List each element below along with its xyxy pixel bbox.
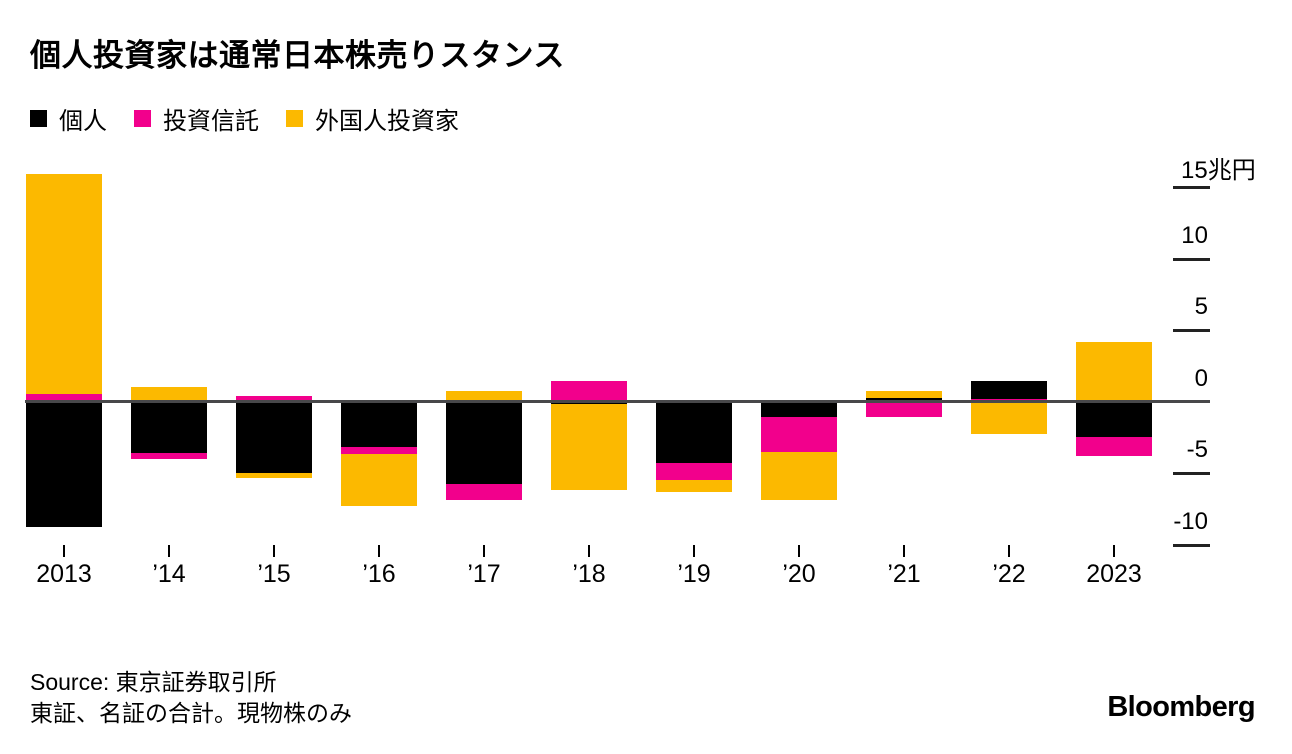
- bar-’17-individual: [446, 401, 522, 485]
- x-tick-’20: [798, 545, 800, 557]
- bar-’15-trusts: [236, 395, 312, 402]
- legend-swatch-trusts: [134, 110, 151, 127]
- bar-’20-trusts: [761, 417, 837, 452]
- source-line-2: 東証、名証の合計。現物株のみ: [30, 700, 352, 726]
- legend-label-foreign: 外国人投資家: [315, 108, 459, 135]
- bar-’19-trusts: [656, 462, 732, 481]
- y-tick--5: [1173, 472, 1210, 475]
- chart-title: 個人投資家は通常日本株売りスタンス: [30, 38, 565, 73]
- bar-’16-trusts: [341, 447, 417, 454]
- bar-’21-individual: [866, 397, 942, 402]
- legend-item-foreign: 外国人投資家: [286, 101, 459, 136]
- bar-2023-foreign: [1076, 342, 1152, 402]
- bar-’22-foreign: [971, 401, 1047, 434]
- bar-’18-trusts: [551, 381, 627, 402]
- x-axis-label-’20: ’20: [782, 560, 816, 588]
- bar-’20-individual: [761, 401, 837, 418]
- bar-’18-foreign: [551, 404, 627, 491]
- bar-’15-foreign: [236, 473, 312, 478]
- bar-’16-foreign: [341, 453, 417, 506]
- x-tick-’22: [1008, 545, 1010, 557]
- bar-2023-individual: [1076, 401, 1152, 438]
- y-tick-10: [1173, 257, 1210, 261]
- bar-’20-foreign: [761, 451, 837, 501]
- bar-2013-foreign: [26, 174, 102, 395]
- x-tick-’16: [378, 545, 380, 557]
- bar-2013-trusts: [26, 394, 102, 402]
- bar-’19-foreign: [656, 480, 732, 492]
- bar-’21-trusts: [866, 401, 942, 417]
- x-axis-label-’15: ’15: [257, 560, 291, 588]
- bloomberg-logo: Bloomberg: [1107, 691, 1255, 723]
- x-axis-label-’17: ’17: [467, 560, 501, 588]
- zero-axis-line: [25, 400, 1210, 403]
- x-axis-label-’16: ’16: [362, 560, 396, 588]
- chart-legend: 個人 投資信託 外国人投資家: [30, 101, 459, 136]
- bar-’14-trusts: [131, 452, 207, 459]
- bar-’19-individual: [656, 401, 732, 463]
- y-tick-5: [1173, 329, 1210, 332]
- y-axis-label--10: -10: [1173, 507, 1208, 535]
- x-tick-’19: [693, 545, 695, 557]
- source-note: Source: 東京証券取引所 東証、名証の合計。現物株のみ: [30, 667, 352, 729]
- y-axis-label-15: 15兆円: [1181, 157, 1256, 184]
- source-line-1: Source: 東京証券取引所: [30, 669, 277, 695]
- x-axis-label-’21: ’21: [887, 560, 921, 588]
- bar-’22-individual: [971, 381, 1047, 399]
- bar-’16-individual: [341, 401, 417, 448]
- legend-swatch-individual: [30, 110, 47, 127]
- legend-item-individual: 個人: [30, 101, 107, 136]
- y-axis-label-10: 10: [1181, 221, 1208, 249]
- bar-’14-individual: [131, 401, 207, 453]
- x-axis-label-’14: ’14: [152, 560, 186, 588]
- bar-2013-individual: [26, 401, 102, 528]
- bar-’17-trusts: [446, 484, 522, 501]
- legend-label-trusts: 投資信託: [163, 108, 259, 135]
- x-axis-label-’22: ’22: [992, 560, 1026, 588]
- legend-swatch-foreign: [286, 110, 303, 127]
- x-tick-’17: [483, 545, 485, 557]
- x-tick-’21: [903, 545, 905, 557]
- bar-’17-foreign: [446, 390, 522, 402]
- bar-’21-foreign: [866, 390, 942, 398]
- x-axis-label-’19: ’19: [677, 560, 711, 588]
- x-axis-label-2013: 2013: [36, 560, 92, 588]
- x-axis-label-2023: 2023: [1086, 560, 1142, 588]
- y-axis-label-0: 0: [1194, 364, 1208, 392]
- x-tick-’15: [273, 545, 275, 557]
- y-tick--10: [1173, 543, 1210, 547]
- legend-item-trusts: 投資信託: [134, 101, 259, 136]
- y-axis-label-5: 5: [1194, 293, 1208, 320]
- x-axis-label-’18: ’18: [572, 560, 606, 588]
- y-tick-15: [1173, 186, 1210, 189]
- bar-’15-individual: [236, 401, 312, 473]
- legend-label-individual: 個人: [59, 108, 107, 135]
- x-tick-2023: [1113, 545, 1115, 557]
- x-tick-2013: [63, 545, 65, 557]
- y-axis-label--5: -5: [1186, 436, 1208, 463]
- bar-’14-foreign: [131, 387, 207, 402]
- x-tick-’14: [168, 545, 170, 557]
- bar-2023-trusts: [1076, 437, 1152, 456]
- x-tick-’18: [588, 545, 590, 557]
